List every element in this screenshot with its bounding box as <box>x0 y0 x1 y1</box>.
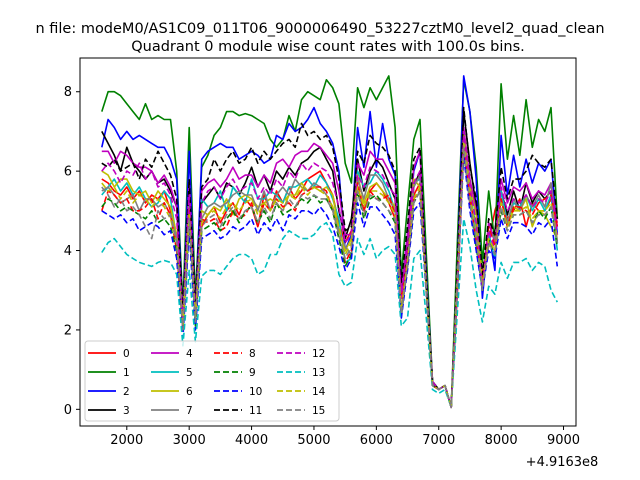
legend-label-1: 1 <box>123 367 130 379</box>
x-tick-label: 4000 <box>235 433 268 448</box>
x-tick-label: 3000 <box>173 433 206 448</box>
x-tick-label: 7000 <box>422 433 455 448</box>
legend-label-15: 15 <box>312 405 325 417</box>
legend-label-4: 4 <box>186 348 193 360</box>
y-tick-label: 6 <box>64 165 72 180</box>
legend-box <box>84 340 340 422</box>
x-axis: 2000 3000 4000 5000 6000 7000 8000 9000 <box>110 426 580 448</box>
x-tick-label: 2000 <box>110 433 143 448</box>
y-axis: 0 2 4 6 8 <box>64 85 80 418</box>
figure-suptitle: n file: modeM0/AS1C09_011T06_9000006490_… <box>35 21 604 37</box>
series-line-12 <box>101 134 559 409</box>
legend-label-10: 10 <box>249 386 262 398</box>
y-tick-label: 4 <box>64 244 72 259</box>
series-line-13 <box>101 218 559 409</box>
legend-label-11: 11 <box>249 405 262 417</box>
legend-label-8: 8 <box>249 348 256 360</box>
series-line-11 <box>101 106 559 409</box>
legend-label-13: 13 <box>312 367 325 379</box>
x-tick-label: 9000 <box>547 433 580 448</box>
legend-label-14: 14 <box>312 386 326 398</box>
y-tick-label: 2 <box>64 323 72 338</box>
x-tick-label: 6000 <box>360 433 393 448</box>
x-tick-label: 5000 <box>297 433 330 448</box>
axes-frame <box>79 57 577 427</box>
series-line-15 <box>101 146 559 409</box>
legend-label-6: 6 <box>186 386 193 398</box>
y-tick-label: 8 <box>64 85 72 100</box>
chart-title: Quadrant 0 module wise count rates with … <box>131 39 525 55</box>
x-axis-offset-label: +4.9163e8 <box>526 455 599 470</box>
plot-area <box>101 75 559 409</box>
legend-label-12: 12 <box>312 348 325 360</box>
y-tick-label: 0 <box>64 403 72 418</box>
legend-label-0: 0 <box>123 348 130 360</box>
x-tick-label: 8000 <box>485 433 518 448</box>
legend-label-9: 9 <box>249 367 256 379</box>
legend-label-5: 5 <box>186 367 193 379</box>
legend-label-3: 3 <box>123 405 130 417</box>
legend-label-2: 2 <box>123 386 130 398</box>
legend-label-7: 7 <box>186 405 193 417</box>
